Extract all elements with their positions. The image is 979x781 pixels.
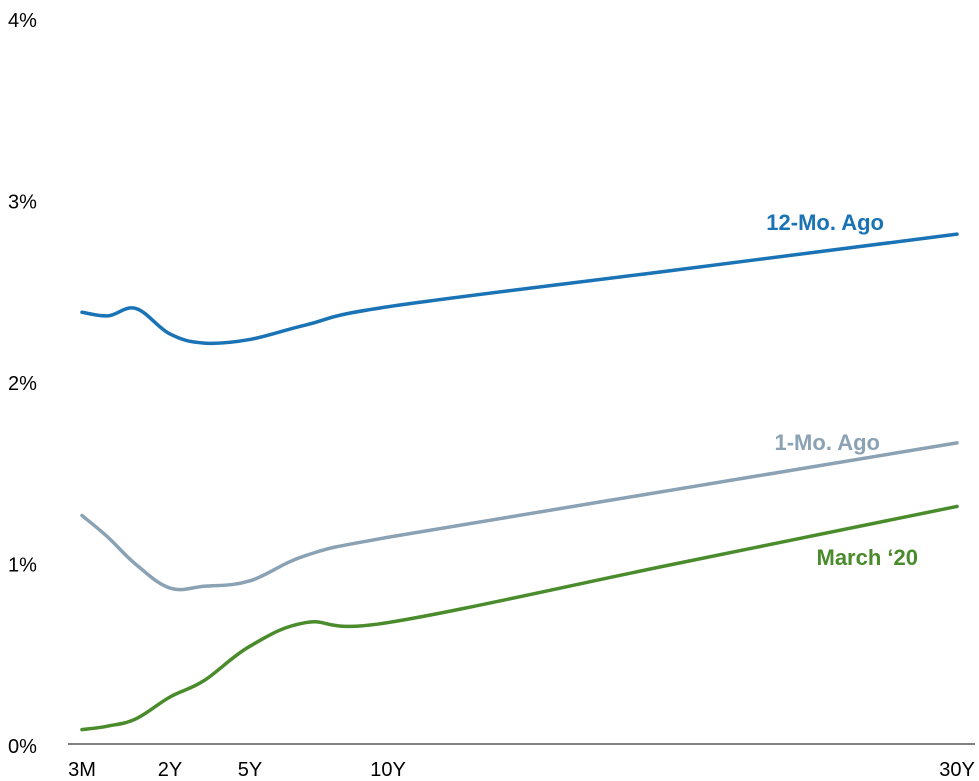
y-axis-ticks: 0% 1% 2% 3% 4%	[8, 10, 37, 758]
x-tick-label: 2Y	[158, 759, 182, 781]
y-tick-label: 0%	[8, 736, 37, 758]
series-label-march-2020: March ‘20	[817, 545, 919, 570]
x-tick-label: 3M	[68, 759, 96, 781]
y-tick-label: 1%	[8, 555, 37, 577]
y-tick-label: 3%	[8, 192, 37, 214]
series-label-one-month-ago: 1-Mo. Ago	[775, 430, 881, 455]
x-tick-label: 5Y	[238, 759, 262, 781]
series-labels: 12-Mo. Ago 1-Mo. Ago March ‘20	[766, 210, 918, 570]
series-line-twelve-months-ago	[80, 232, 959, 346]
series-line-one-month-ago	[80, 441, 959, 592]
series-lines	[80, 232, 959, 732]
y-tick-label: 2%	[8, 373, 37, 395]
x-tick-label: 10Y	[370, 759, 406, 781]
x-tick-label: 30Y	[939, 759, 975, 781]
series-line-march-2020	[80, 504, 959, 732]
x-axis-ticks: 3M 2Y 5Y 10Y 30Y	[68, 759, 975, 781]
series-label-twelve-months-ago: 12-Mo. Ago	[766, 210, 884, 235]
y-tick-label: 4%	[8, 10, 37, 32]
